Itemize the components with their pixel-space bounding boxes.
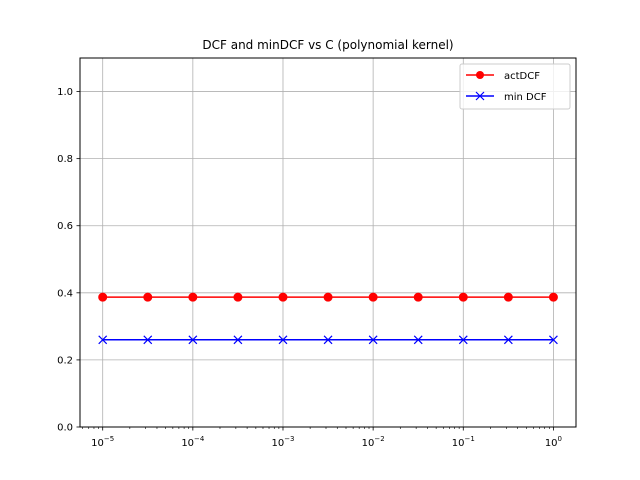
x-tick-label-base: 10 [362,438,375,449]
x-tick-label-base: 10 [545,438,558,449]
data-point-actdcf [233,292,243,302]
x-tick-label-base: 10 [91,438,104,449]
x-tick-label-exponent: −5 [104,435,114,443]
data-point-actdcf [548,292,558,302]
data-point-actdcf [143,292,153,302]
legend-label-actdcf: actDCF [504,71,540,82]
data-point-actdcf [98,292,108,302]
x-tick-label: 100 [545,435,562,449]
x-tick-label: 10−4 [181,435,205,449]
data-point-min-dcf [188,335,198,345]
y-tick-label: 0.2 [57,355,73,366]
x-tick-label-exponent: −4 [194,435,205,443]
x-tick-label-base: 10 [452,438,465,449]
y-tick-label: 0.0 [57,423,73,434]
data-point-min-dcf [549,335,558,345]
data-point-min-dcf [323,335,333,345]
x-tick-label: 10−2 [362,435,385,449]
x-tick-label: 10−3 [271,435,294,449]
x-tick-label-exponent: 0 [558,435,562,443]
x-tick-label: 10−5 [91,435,114,449]
x-tick-label-base: 10 [181,438,194,449]
data-point-min-dcf [233,335,243,345]
x-tick-label: 10−1 [452,435,475,449]
y-tick-label: 0.8 [57,154,73,165]
x-tick-label-exponent: −1 [464,435,474,443]
data-point-actdcf [323,292,333,302]
x-tick-label-exponent: −2 [374,435,384,443]
y-tick-label: 0.4 [57,288,73,299]
data-point-min-dcf [458,335,468,345]
data-point-actdcf [413,292,423,302]
plot-area-frame [79,57,577,428]
data-point-actdcf [503,292,513,302]
legend-marker-min-dcf [475,91,485,101]
data-point-min-dcf [278,335,288,345]
data-point-actdcf [458,292,468,302]
data-point-actdcf [188,292,198,302]
x-tick-label-base: 10 [271,438,284,449]
axes: 10−5 10−4 10−3 10−2 10−1 1000.00.20.40.60.81.… [57,87,562,449]
data-point-min-dcf [98,335,108,345]
legend-label-min-dcf: min DCF [504,92,547,103]
data-point-min-dcf [413,335,423,345]
grid [80,58,576,428]
legend: actDCF min DCF [459,63,571,110]
y-tick-label: 0.6 [57,221,73,232]
y-tick-label: 1.0 [57,87,73,98]
legend-marker-actdcf [476,71,484,79]
data-point-min-dcf [368,335,378,345]
data-point-min-dcf [143,335,153,345]
chart-title: DCF and minDCF vs C (polynomial kernel) [202,38,453,52]
x-tick-label-exponent: −3 [284,435,294,443]
data-point-actdcf [278,292,288,302]
series-layer [98,292,558,345]
data-point-actdcf [368,292,378,302]
data-point-min-dcf [503,335,513,345]
